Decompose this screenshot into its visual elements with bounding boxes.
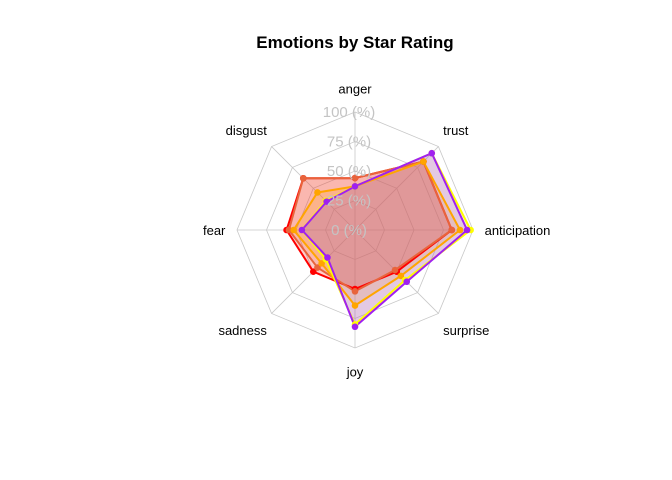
series-fill-4 bbox=[301, 153, 471, 325]
series-5-point-surprise bbox=[403, 278, 411, 286]
axis-labels: anger trust anticipation surprise joy sadness… bbox=[203, 81, 550, 379]
series-2-point-sadness bbox=[314, 264, 321, 271]
chart-title: Emotions by Star Rating bbox=[256, 33, 453, 52]
series-3-point-trust bbox=[420, 158, 427, 165]
series-3-point-surprise bbox=[397, 272, 405, 280]
axis-label-trust: trust bbox=[443, 123, 469, 138]
series-3-point-anticipation bbox=[456, 226, 464, 234]
tick-label: 50 (%) bbox=[327, 163, 371, 180]
tick-label: 75 (%) bbox=[327, 134, 371, 151]
series-5-point-anger bbox=[351, 183, 359, 190]
series-5-point-sadness bbox=[324, 254, 331, 261]
series-points bbox=[283, 149, 474, 331]
series-3-point-joy bbox=[351, 302, 359, 309]
axis-label-anticipation: anticipation bbox=[485, 223, 551, 238]
series-2-point-anger bbox=[351, 174, 359, 182]
series-2-point-anticipation bbox=[448, 226, 456, 234]
series-2-point-surprise bbox=[391, 266, 399, 274]
series-2-point-fear bbox=[285, 226, 293, 234]
tick-label: 25 (%) bbox=[327, 193, 371, 210]
series-5-point-trust bbox=[428, 149, 436, 157]
axis-label-sadness: sadness bbox=[218, 323, 267, 338]
series-5-point-disgust bbox=[323, 198, 330, 205]
axis-label-surprise: surprise bbox=[443, 323, 489, 338]
series-3-point-sadness bbox=[318, 260, 325, 267]
series-5-point-fear bbox=[298, 226, 306, 234]
tick-label: 0 (%) bbox=[331, 222, 367, 239]
series-3-point-disgust bbox=[314, 189, 321, 196]
series-3-point-fear bbox=[290, 226, 297, 234]
axis-label-disgust: disgust bbox=[226, 123, 268, 138]
series-5-point-anticipation bbox=[463, 226, 471, 234]
axis-label-joy: joy bbox=[346, 365, 364, 380]
radial-tick-labels: 0 (%) 25 (%) 50 (%) 75 (%) 100 (%) bbox=[323, 104, 376, 239]
axis-label-fear: fear bbox=[203, 223, 226, 238]
series-5-point-joy bbox=[351, 323, 359, 331]
axis-label-anger: anger bbox=[338, 81, 372, 96]
radar-grid bbox=[236, 111, 474, 349]
tick-label: 100 (%) bbox=[323, 104, 376, 121]
series-1-point-sadness bbox=[309, 268, 317, 276]
series-2-point-joy bbox=[351, 288, 359, 295]
grid-spoke bbox=[271, 146, 356, 231]
series-2-point-disgust bbox=[299, 174, 307, 182]
